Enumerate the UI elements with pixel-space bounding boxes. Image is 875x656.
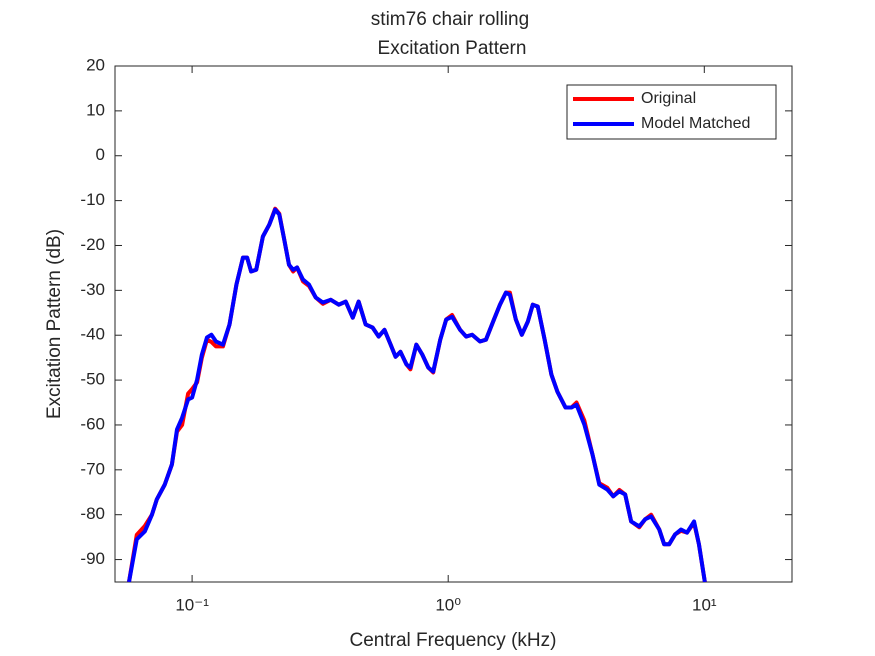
- y-tick-label: -60: [80, 414, 105, 433]
- x-tick-label: 10⁰: [435, 595, 461, 614]
- y-axis-label: Excitation Pattern (dB): [44, 229, 65, 419]
- y-tick-label: -40: [80, 325, 105, 344]
- x-tick-label: 10⁻¹: [175, 595, 209, 614]
- legend-label: Model Matched: [641, 115, 750, 132]
- y-tick-label: -50: [80, 370, 105, 389]
- y-tick-label: -80: [80, 504, 105, 523]
- data-line: [127, 207, 707, 582]
- x-axis-label: Central Frequency (kHz): [350, 630, 557, 651]
- legend-label: Original: [641, 90, 696, 107]
- y-tick-label: 10: [86, 100, 105, 119]
- plot-series: [127, 206, 707, 582]
- y-tick-label: 20: [86, 55, 105, 74]
- x-tick-label: 10¹: [692, 595, 717, 614]
- y-tick-label: -90: [80, 549, 105, 568]
- y-tick-label: -70: [80, 459, 105, 478]
- y-tick-label: 0: [96, 145, 105, 164]
- chart-title: stim76 chair rolling: [371, 9, 529, 30]
- plot-frame: [114, 65, 793, 583]
- y-tick-label: -10: [80, 190, 105, 209]
- y-tick-label: -20: [80, 235, 105, 254]
- plot-area: [115, 66, 792, 582]
- legend-box: [566, 84, 777, 140]
- y-tick-label: -30: [80, 280, 105, 299]
- chart-subtitle: Excitation Pattern: [378, 38, 527, 59]
